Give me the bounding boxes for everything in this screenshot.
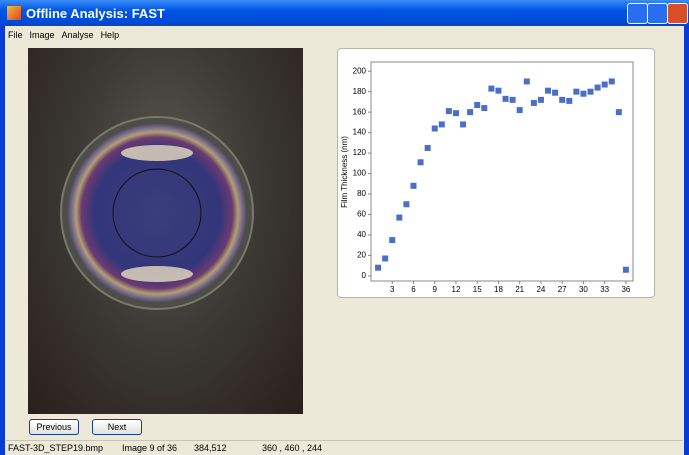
maximize-button[interactable] (647, 3, 668, 24)
x-tick-label: 36 (621, 285, 630, 294)
window-title: Offline Analysis: FAST (26, 6, 165, 21)
highlight (121, 266, 193, 282)
x-tick-label: 27 (558, 285, 567, 294)
point (552, 89, 559, 96)
contact-zone (67, 123, 247, 303)
point (537, 96, 544, 103)
status-pixel: 360 , 460 , 244 (262, 443, 323, 453)
minimize-button[interactable] (627, 3, 648, 24)
point (523, 78, 530, 85)
point (467, 109, 474, 116)
title-bar: Offline Analysis: FAST (0, 0, 689, 26)
y-tick-label: 140 (353, 128, 367, 137)
roi-circle (112, 168, 202, 258)
y-tick-label: 80 (357, 189, 366, 198)
point (396, 214, 403, 221)
point (403, 201, 410, 208)
x-tick-label: 12 (452, 285, 461, 294)
point (601, 81, 608, 88)
plot-area (370, 61, 634, 282)
menu-bar: File Image Analyse Help (8, 30, 126, 40)
point (502, 95, 509, 102)
highlight (121, 145, 193, 161)
status-bar: FAST-3D_STEP19.bmp Image 9 of 36 384,512… (6, 440, 683, 454)
point (615, 109, 622, 116)
point (445, 108, 452, 115)
y-axis-label: Film Thickness (nm) (340, 136, 349, 208)
x-tick-label: 18 (494, 285, 503, 294)
point (460, 121, 467, 128)
point (573, 88, 580, 95)
point (375, 264, 382, 271)
status-index: Image 9 of 36 (122, 443, 178, 453)
point (566, 97, 573, 104)
menu-item[interactable]: File (8, 30, 23, 40)
x-tick-label: 3 (390, 285, 395, 294)
menu-item[interactable]: Help (100, 30, 120, 40)
point (389, 237, 396, 244)
point (580, 90, 587, 97)
menu-item[interactable]: Image (29, 30, 55, 40)
window-border (0, 26, 5, 455)
y-tick-label: 100 (353, 169, 367, 178)
y-tick-label: 180 (353, 87, 367, 96)
point (431, 125, 438, 132)
point (481, 105, 488, 112)
point (452, 110, 459, 117)
point (382, 255, 389, 262)
y-tick-label: 160 (353, 107, 367, 116)
chart: Film Thickness (nm) 0 20 40 60 80 100 120 140 16… (340, 61, 634, 294)
point (474, 101, 481, 108)
x-tick-label: 6 (411, 285, 416, 294)
y-tick-label: 60 (357, 210, 366, 219)
interference-image (60, 116, 254, 310)
y-tick-label: 20 (357, 251, 366, 260)
x-tick-label: 24 (536, 285, 545, 294)
x-tick-label: 30 (579, 285, 588, 294)
point (495, 87, 502, 94)
x-tick-label: 21 (515, 285, 524, 294)
point (410, 182, 417, 189)
window-border (684, 26, 689, 455)
point (438, 121, 445, 128)
point (488, 85, 495, 92)
y-tick-label: 200 (353, 66, 367, 75)
x-tick-label: 15 (473, 285, 482, 294)
point (587, 88, 594, 95)
point (608, 78, 615, 85)
point (424, 144, 431, 151)
previous-button[interactable]: Previous (29, 419, 79, 435)
x-tick-label: 33 (600, 285, 609, 294)
app-icon (7, 6, 21, 20)
point (594, 84, 601, 91)
next-button[interactable]: Next (92, 419, 142, 435)
point (417, 159, 424, 166)
point (530, 99, 537, 106)
point (559, 96, 566, 103)
y-tick-label: 120 (353, 148, 367, 157)
x-tick-label: 9 (433, 285, 438, 294)
y-tick-label: 0 (362, 271, 367, 280)
point (622, 266, 629, 273)
status-size: 384,512 (194, 443, 227, 453)
point (545, 87, 552, 94)
point (516, 107, 523, 114)
image-view (28, 48, 303, 414)
menu-item[interactable]: Analyse (61, 30, 94, 40)
point (509, 96, 516, 103)
status-file: FAST-3D_STEP19.bmp (8, 443, 104, 453)
y-tick-label: 40 (357, 230, 366, 239)
close-button[interactable] (667, 3, 688, 24)
